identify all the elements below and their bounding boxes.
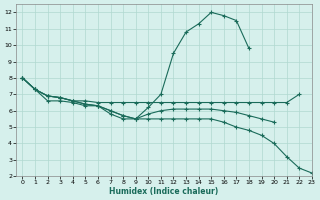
X-axis label: Humidex (Indice chaleur): Humidex (Indice chaleur) (109, 187, 219, 196)
